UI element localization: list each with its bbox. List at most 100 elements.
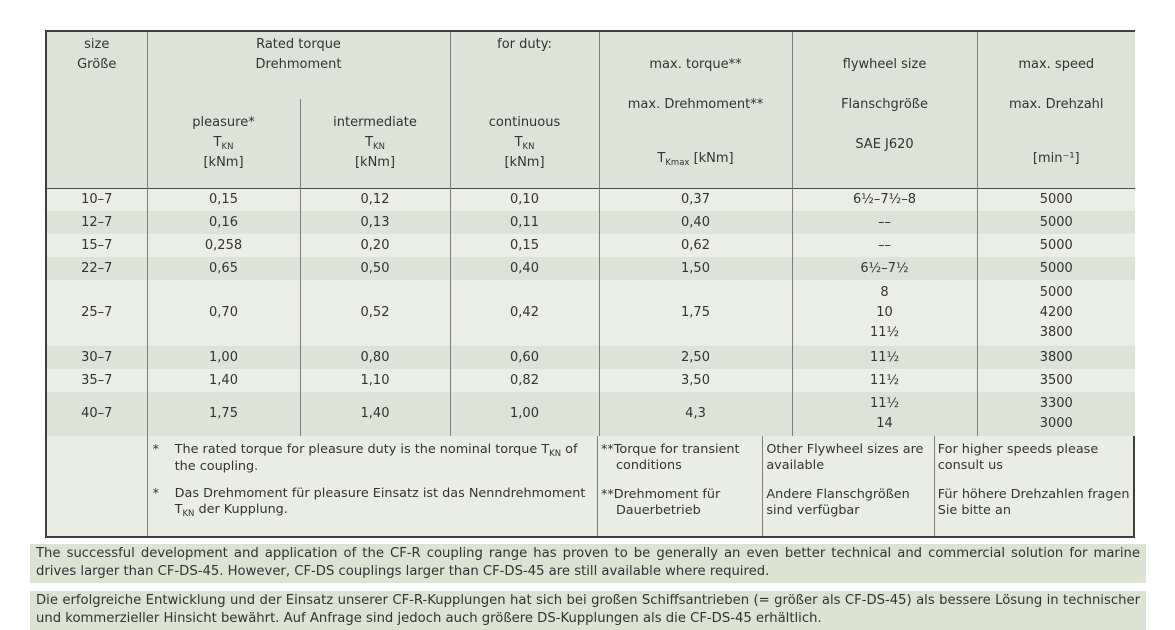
footnote-speed-de: Für höhere Drehzahlen fragen Sie bitte a…	[937, 487, 1130, 518]
cell-flywheel-size: ––	[791, 211, 978, 234]
asterisk-marker: *	[152, 442, 160, 457]
table-row: 15–7 0,258 0,20 0,15 0,62 –– 5000	[47, 234, 1136, 257]
header-rated-en: Rated torque	[256, 37, 341, 52]
subheader-cell-continuous: continuous TKN [kNm]	[449, 99, 600, 188]
footnote-rated-en: * The rated torque for pleasure duty is …	[153, 442, 594, 475]
cell-max-speed: 3300 3000	[976, 392, 1136, 436]
cell-intermediate-torque: 0,50	[299, 257, 451, 280]
subheader-pleasure-symbol: TKN	[213, 135, 234, 153]
cell-pleasure-torque: 0,65	[146, 257, 300, 280]
cell-size: 25–7	[47, 280, 147, 346]
cell-pleasure-torque: 0,70	[146, 280, 300, 346]
cell-max-torque: 4,3	[598, 392, 793, 436]
table-row: 10–7 0,15 0,12 0,10 0,37 6½–7½–8 5000	[47, 187, 1136, 211]
cell-pleasure-torque: 0,15	[146, 187, 300, 211]
cell-intermediate-torque: 0,20	[299, 234, 451, 257]
cell-max-speed: 5000	[976, 211, 1136, 234]
cell-max-speed: 3800	[976, 346, 1136, 369]
header-max-torque-de: max. Drehmoment**	[627, 97, 764, 112]
table-row: 22–7 0,65 0,50 0,40 1,50 6½–7½ 5000	[47, 257, 1136, 280]
cell-pleasure-torque: 1,00	[146, 346, 300, 369]
cell-flywheel-size: 11½	[791, 346, 978, 369]
footnote-flywheel-de: Andere Flanschgrößen sind verfügbar	[766, 487, 910, 518]
footnote-rated-de-text: Das Drehmoment für pleasure Einsatz ist …	[174, 485, 586, 519]
cell-max-torque: 2,50	[598, 346, 793, 369]
cell-intermediate-torque: 0,12	[299, 187, 451, 211]
cell-max-torque: 0,62	[598, 234, 793, 257]
cell-pleasure-torque: 1,40	[146, 369, 300, 392]
bottom-notes: The successful development and applicati…	[30, 544, 1146, 630]
subheader-intermediate-unit: [kNm]	[354, 155, 396, 171]
cell-flywheel-size: 6½–7½	[791, 257, 978, 280]
subheader-cell-pleasure: pleasure* TKN [kNm]	[146, 99, 300, 188]
header-max-torque-en: max. torque**	[649, 57, 742, 72]
cell-flywheel-size: 6½–7½–8	[791, 187, 978, 211]
footnote-torque-en: **Torque for transient conditions	[600, 442, 740, 473]
cell-size: 40–7	[47, 392, 147, 436]
subheader-pleasure-label: pleasure*	[192, 115, 255, 131]
header-flywheel-en: flywheel size	[842, 57, 927, 72]
cell-pleasure-torque: 0,16	[146, 211, 300, 234]
subheader-continuous-label: continuous	[488, 115, 561, 131]
cell-continuous-torque: 0,15	[449, 234, 600, 257]
header-rated-de: Drehmoment	[255, 57, 342, 72]
header-cell-rated-torque: Rated torque Drehmoment	[146, 32, 451, 100]
footnote-speed-en: For higher speeds please consult us	[937, 442, 1099, 473]
cell-continuous-torque: 0,82	[449, 369, 600, 392]
note-paragraph-en: The successful development and applicati…	[30, 544, 1146, 583]
header-max-torque-symbol: TKmax [kNm]	[657, 151, 734, 168]
cell-continuous-torque: 0,40	[449, 257, 600, 280]
cell-continuous-torque: 0,10	[449, 187, 600, 211]
cell-intermediate-torque: 0,52	[299, 280, 451, 346]
subheader-continuous-symbol: TKN	[514, 135, 535, 153]
cell-flywheel-size: 8 10 11½	[791, 280, 978, 346]
cell-intermediate-torque: 0,80	[299, 346, 451, 369]
header-cell-for-duty: for duty:	[449, 32, 600, 100]
cell-max-speed: 5000 4200 3800	[976, 280, 1136, 346]
cell-max-speed: 5000	[976, 257, 1136, 280]
header-cell-flywheel-size: flywheel size Flanschgröße SAE J620	[791, 32, 978, 188]
header-flywheel-de: Flanschgröße	[841, 97, 928, 112]
footnote-flywheel-en: Other Flywheel sizes are available	[766, 442, 924, 473]
note-paragraph-de: Die erfolgreiche Entwicklung und der Ein…	[30, 591, 1146, 630]
footnote-speed: For higher speeds please consult us Für …	[933, 436, 1133, 536]
header-speed-en: max. speed	[1018, 57, 1095, 72]
footnote-flywheel: Other Flywheel sizes are available Ander…	[762, 436, 933, 536]
footnote-rated-en-text: The rated torque for pleasure duty is th…	[174, 442, 578, 474]
cell-max-speed: 5000	[976, 187, 1136, 211]
subheader-cell-intermediate: intermediate TKN [kNm]	[299, 99, 451, 188]
footnote-rated-de: * Das Drehmoment für pleasure Einsatz is…	[153, 486, 594, 519]
subheader-pleasure-unit: [kNm]	[203, 155, 244, 171]
coupling-table: size Größe Rated torque Drehmoment for dut…	[47, 32, 1136, 436]
header-cell-max-speed: max. speed max. Drehzahl [min⁻¹]	[976, 32, 1136, 188]
cell-max-torque: 1,50	[598, 257, 793, 280]
cell-flywheel-size: 11½	[791, 369, 978, 392]
cell-size: 12–7	[47, 211, 147, 234]
cell-intermediate-torque: 1,40	[299, 392, 451, 436]
cell-size: 35–7	[47, 369, 147, 392]
cell-intermediate-torque: 1,10	[299, 369, 451, 392]
cell-pleasure-torque: 1,75	[146, 392, 300, 436]
table-row: 25–7 0,70 0,52 0,42 1,75 8 10 11½ 5000 4…	[47, 280, 1136, 346]
cell-max-torque: 0,40	[598, 211, 793, 234]
cell-max-torque: 0,37	[598, 187, 793, 211]
header-flywheel-standard: SAE J620	[855, 137, 914, 152]
cell-flywheel-size: ––	[791, 234, 978, 257]
cell-size: 22–7	[47, 257, 147, 280]
header-cell-size: size Größe	[47, 32, 147, 188]
cell-flywheel-size: 11½ 14	[791, 392, 978, 436]
table-row: 40–7 1,75 1,40 1,00 4,3 11½ 14 3300 3000	[47, 392, 1136, 436]
cell-size: 30–7	[47, 346, 147, 369]
subheader-intermediate-symbol: TKN	[365, 135, 385, 153]
header-cell-max-torque: max. torque** max. Drehmoment** TKmax [k…	[598, 32, 793, 188]
header-for-duty-label: for duty:	[497, 37, 552, 52]
cell-continuous-torque: 0,60	[449, 346, 600, 369]
header-speed-de: max. Drehzahl	[1008, 97, 1104, 112]
cell-max-torque: 3,50	[598, 369, 793, 392]
subheader-intermediate-label: intermediate	[333, 115, 417, 131]
cell-max-speed: 5000	[976, 234, 1136, 257]
header-speed-unit: [min⁻¹]	[1032, 151, 1080, 166]
cell-continuous-torque: 0,42	[449, 280, 600, 346]
cell-size: 15–7	[47, 234, 147, 257]
header-size-en: size	[84, 37, 110, 52]
